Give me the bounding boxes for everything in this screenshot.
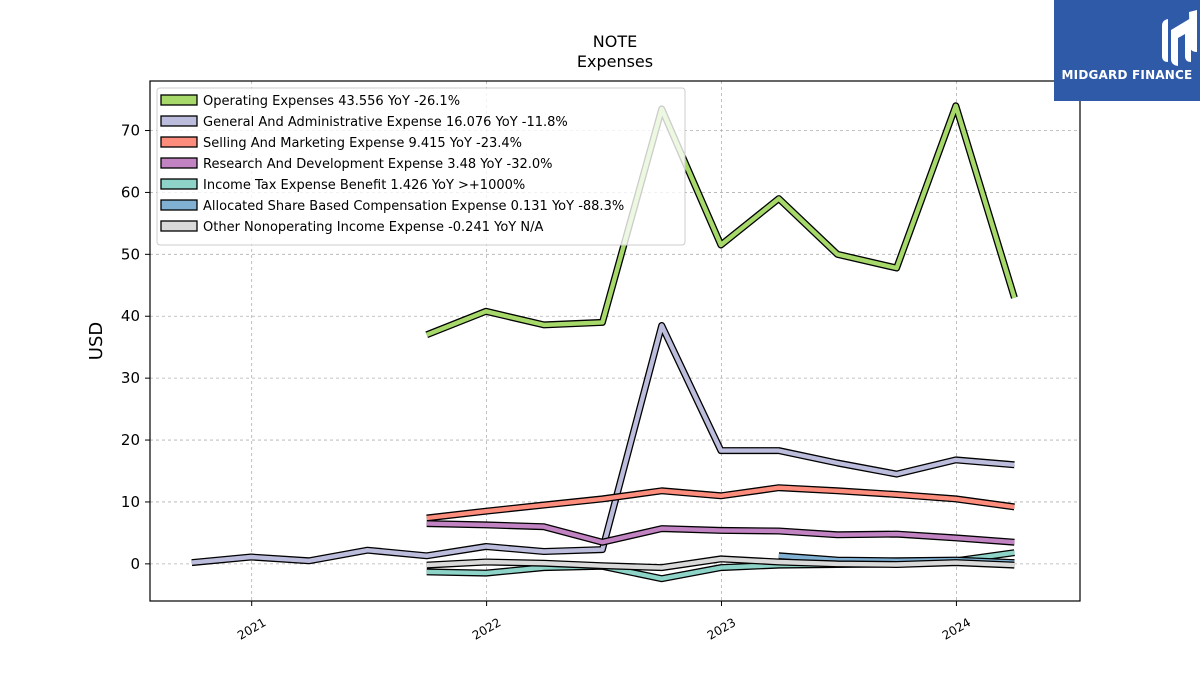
series-line-outline: [426, 484, 1015, 522]
chart-subtitle: Expenses: [577, 52, 653, 71]
legend-swatch: [160, 157, 198, 169]
y-tick-label: 70: [121, 122, 140, 140]
logo-text: MIDGARD FINANCE: [1061, 68, 1193, 82]
y-tick-label: 30: [121, 369, 140, 387]
series-line: [426, 485, 1015, 521]
series-line: [426, 521, 1015, 545]
legend-entry: Income Tax Expense Benefit 1.426 YoY >+1…: [203, 178, 525, 193]
x-tick-label: 2021: [235, 615, 268, 642]
legend-entry: Research And Development Expense 3.48 Yo…: [203, 157, 553, 172]
legend-entry: General And Administrative Expense 16.07…: [203, 115, 568, 130]
x-tick-label: 2023: [705, 615, 738, 642]
legend: Operating Expenses 43.556 YoY -26.1% Gene…: [156, 87, 686, 246]
legend-entry: Other Nonoperating Income Expense -0.241…: [203, 220, 543, 235]
y-tick-label: 50: [121, 245, 140, 263]
logo-mark-icon: [1162, 10, 1197, 66]
y-tick-label: 10: [121, 493, 140, 511]
y-tick-label: 0: [130, 555, 140, 573]
legend-swatch: [160, 220, 198, 232]
plot-frame: [149, 80, 1081, 602]
legend-swatch: [160, 136, 198, 148]
series-line: [425, 103, 1017, 337]
series-line: [191, 323, 1015, 565]
y-tick-label: 60: [121, 183, 140, 201]
brand-logo: MIDGARD FINANCE: [1054, 0, 1200, 101]
legend-swatch: [160, 199, 198, 211]
series-line: [426, 556, 1015, 570]
chart-title: NOTE: [593, 32, 637, 51]
legend-swatch: [160, 94, 198, 106]
axis-ticks: 0 10 20 30 40 50 60 70 2021 2022 2023 2024: [121, 122, 973, 643]
legend-box: [156, 87, 686, 246]
legend-entry: Selling And Marketing Expense 9.415 YoY …: [203, 136, 522, 151]
y-tick-label: 20: [121, 431, 140, 449]
x-tick-label: 2024: [940, 615, 973, 642]
legend-swatch: [160, 178, 198, 190]
y-tick-label: 40: [121, 307, 140, 325]
legend-entry: Allocated Share Based Compensation Expen…: [203, 199, 624, 214]
y-axis-label: USD: [86, 322, 107, 360]
series-lines: [191, 102, 1018, 583]
x-tick-label: 2022: [470, 615, 503, 642]
series-line-outline: [191, 322, 1015, 567]
legend-entry: Operating Expenses 43.556 YoY -26.1%: [203, 94, 460, 109]
legend-swatch: [160, 115, 198, 127]
